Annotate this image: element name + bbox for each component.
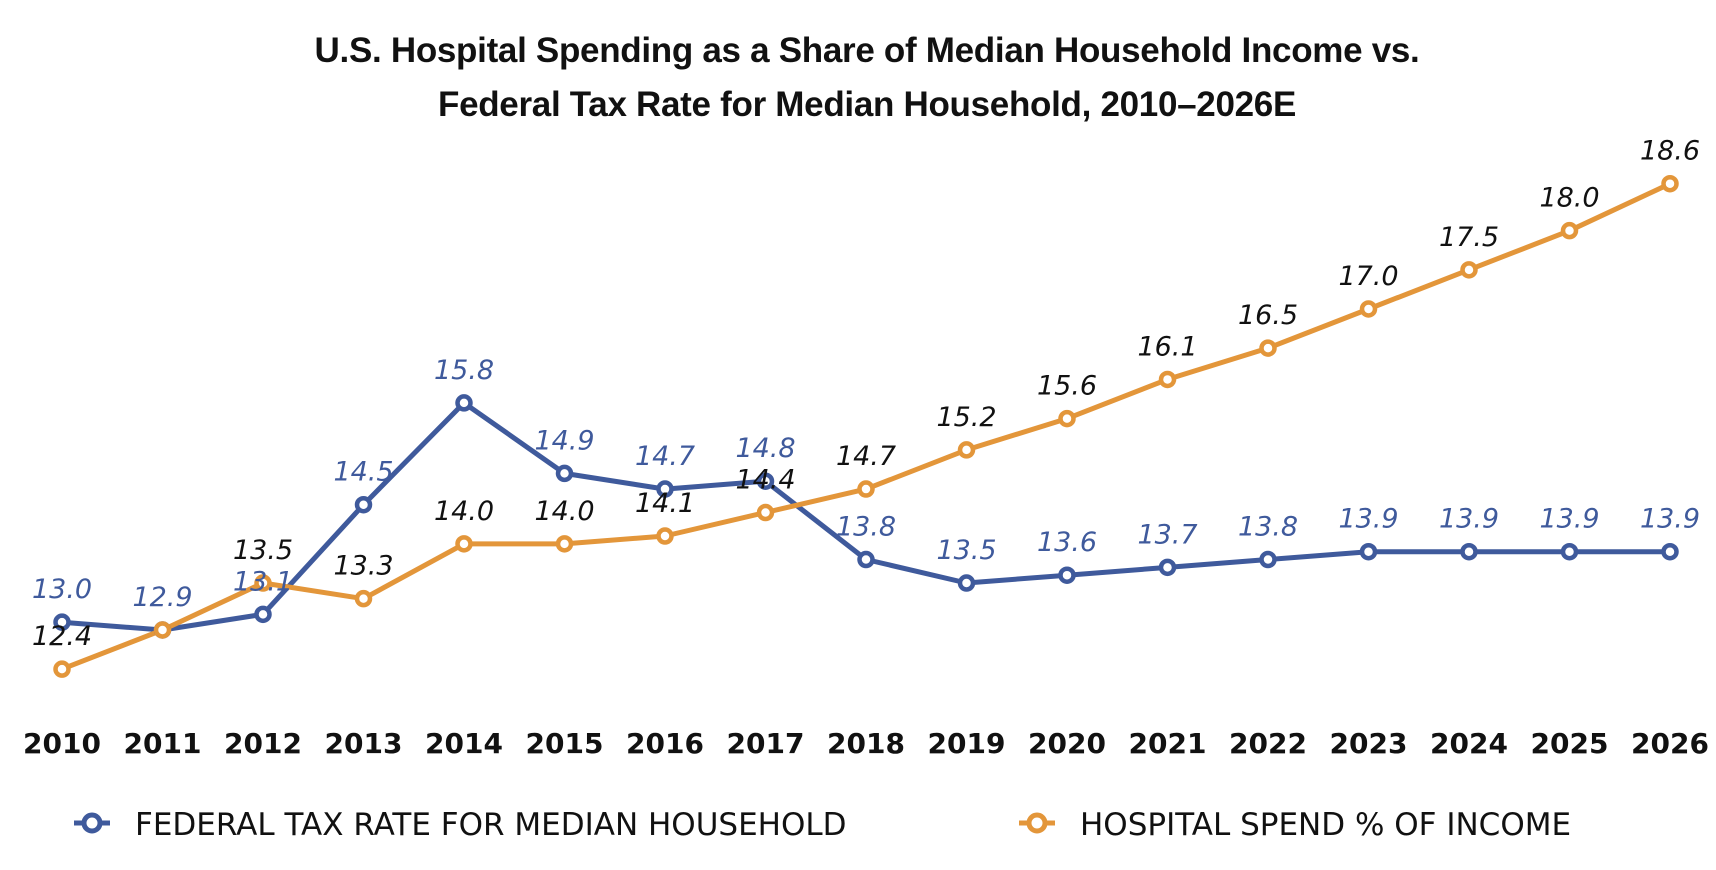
data-label-federal-tax-rate-for-median-household-2013: 14.5 bbox=[333, 457, 393, 488]
data-label-hospital-spend-of-income-2015: 14.0 bbox=[534, 496, 594, 527]
data-point-hospital-spend-of-income-2021[interactable] bbox=[1158, 370, 1177, 389]
legend[interactable]: FEDERAL TAX RATE FOR MEDIAN HOUSEHOLD HOS… bbox=[74, 807, 1571, 843]
data-point-hospital-spend-of-income-2026[interactable] bbox=[1661, 174, 1679, 193]
data-label-federal-tax-rate-for-median-household-2012: 13.1 bbox=[233, 566, 293, 597]
legend-label: HOSPITAL SPEND % OF INCOME bbox=[1080, 807, 1571, 843]
series-line-hospital-spend-of-income bbox=[59, 181, 1673, 672]
data-label-federal-tax-rate-for-median-household-2023: 13.9 bbox=[1338, 504, 1398, 535]
data-label-hospital-spend-of-income-2017: 14.4 bbox=[735, 465, 795, 496]
data-labels: 13.0 12.9 13.1 14.5 15.8 14.9 14.7 14.8 13.8 13.5… bbox=[32, 136, 1700, 652]
data-label-federal-tax-rate-for-median-household-2026: 13.9 bbox=[1640, 504, 1700, 535]
data-point-federal-tax-rate-for-median-household-2013[interactable] bbox=[354, 495, 373, 514]
data-label-federal-tax-rate-for-median-household-2025: 13.9 bbox=[1539, 504, 1599, 535]
data-label-hospital-spend-of-income-2016: 14.1 bbox=[635, 488, 695, 519]
data-label-federal-tax-rate-for-median-household-2021: 13.7 bbox=[1137, 519, 1197, 550]
x-tick-label-2023: 2023 bbox=[1330, 727, 1408, 760]
data-point-federal-tax-rate-for-median-household-2010[interactable] bbox=[53, 613, 71, 631]
data-label-hospital-spend-of-income-2014: 14.0 bbox=[434, 496, 494, 527]
data-label-hospital-spend-of-income-2021: 16.1 bbox=[1137, 331, 1197, 362]
data-point-federal-tax-rate-for-median-household-2016[interactable] bbox=[656, 480, 674, 498]
x-tick-label-2026: 2026 bbox=[1631, 727, 1709, 760]
data-label-federal-tax-rate-for-median-household-2014: 15.8 bbox=[434, 355, 494, 386]
data-label-federal-tax-rate-for-median-household-2018: 13.8 bbox=[836, 512, 896, 543]
data-label-hospital-spend-of-income-2013: 13.3 bbox=[333, 551, 393, 582]
data-point-federal-tax-rate-for-median-household-2018[interactable] bbox=[857, 550, 875, 569]
data-point-hospital-spend-of-income-2011[interactable] bbox=[153, 621, 172, 639]
data-point-federal-tax-rate-for-median-household-2025[interactable] bbox=[1560, 542, 1579, 561]
data-label-hospital-spend-of-income-2023: 17.0 bbox=[1338, 261, 1398, 292]
data-point-hospital-spend-of-income-2024[interactable] bbox=[1460, 261, 1478, 279]
data-point-hospital-spend-of-income-2010[interactable] bbox=[53, 660, 71, 678]
data-label-federal-tax-rate-for-median-household-2019: 13.5 bbox=[936, 535, 996, 566]
data-point-hospital-spend-of-income-2023[interactable] bbox=[1359, 300, 1378, 318]
series-markers bbox=[53, 174, 1679, 678]
x-tick-label-2025: 2025 bbox=[1531, 727, 1609, 760]
x-tick-label-2021: 2021 bbox=[1129, 727, 1207, 760]
data-label-hospital-spend-of-income-2024: 17.5 bbox=[1439, 222, 1499, 253]
data-label-hospital-spend-of-income-2012: 13.5 bbox=[233, 535, 293, 566]
data-point-hospital-spend-of-income-2013[interactable] bbox=[354, 589, 373, 608]
data-point-hospital-spend-of-income-2016[interactable] bbox=[656, 527, 674, 545]
data-label-hospital-spend-of-income-2010: 12.4 bbox=[32, 621, 92, 652]
x-tick-label-2014: 2014 bbox=[425, 727, 503, 760]
data-point-hospital-spend-of-income-2015[interactable] bbox=[555, 535, 574, 553]
x-tick-label-2016: 2016 bbox=[626, 727, 704, 760]
data-point-hospital-spend-of-income-2012[interactable] bbox=[254, 574, 272, 592]
x-axis: 2010 2011 2012 2013 2014 2015 2016 2017 2018 2019… bbox=[23, 727, 1709, 760]
data-point-federal-tax-rate-for-median-household-2015[interactable] bbox=[555, 464, 574, 483]
x-tick-label-2010: 2010 bbox=[23, 727, 101, 760]
chart-title-line-2: Federal Tax Rate for Median Household, 2… bbox=[437, 85, 1297, 124]
data-label-hospital-spend-of-income-2026: 18.6 bbox=[1640, 136, 1700, 167]
data-label-federal-tax-rate-for-median-household-2015: 14.9 bbox=[534, 425, 594, 456]
data-point-federal-tax-rate-for-median-household-2023[interactable] bbox=[1359, 542, 1378, 561]
data-point-hospital-spend-of-income-2020[interactable] bbox=[1058, 409, 1076, 428]
data-label-hospital-spend-of-income-2022: 16.5 bbox=[1238, 300, 1298, 331]
data-point-hospital-spend-of-income-2025[interactable] bbox=[1560, 221, 1579, 240]
data-label-hospital-spend-of-income-2018: 14.7 bbox=[836, 441, 896, 472]
data-label-hospital-spend-of-income-2019: 15.2 bbox=[936, 402, 996, 433]
data-label-federal-tax-rate-for-median-household-2024: 13.9 bbox=[1439, 504, 1499, 535]
data-label-federal-tax-rate-for-median-household-2016: 14.7 bbox=[635, 441, 695, 472]
data-label-federal-tax-rate-for-median-household-2020: 13.6 bbox=[1037, 527, 1097, 558]
data-point-federal-tax-rate-for-median-household-2026[interactable] bbox=[1661, 542, 1679, 561]
data-point-hospital-spend-of-income-2017[interactable] bbox=[756, 503, 775, 522]
data-point-federal-tax-rate-for-median-household-2012[interactable] bbox=[254, 605, 272, 624]
x-tick-label-2018: 2018 bbox=[827, 727, 905, 760]
data-point-hospital-spend-of-income-2014[interactable] bbox=[455, 535, 473, 553]
x-tick-label-2022: 2022 bbox=[1229, 727, 1307, 760]
chart-title-line-1: U.S. Hospital Spending as a Share of Med… bbox=[314, 31, 1420, 70]
data-point-hospital-spend-of-income-2019[interactable] bbox=[957, 441, 976, 459]
x-tick-label-2019: 2019 bbox=[928, 727, 1006, 760]
x-tick-label-2020: 2020 bbox=[1028, 727, 1106, 760]
data-label-federal-tax-rate-for-median-household-2022: 13.8 bbox=[1238, 512, 1298, 543]
x-tick-label-2015: 2015 bbox=[526, 727, 604, 760]
data-label-federal-tax-rate-for-median-household-2010: 13.0 bbox=[32, 574, 92, 605]
data-label-hospital-spend-of-income-2025: 18.0 bbox=[1539, 183, 1599, 214]
data-point-federal-tax-rate-for-median-household-2022[interactable] bbox=[1259, 550, 1277, 569]
data-point-federal-tax-rate-for-median-household-2017[interactable] bbox=[756, 472, 775, 490]
data-point-federal-tax-rate-for-median-household-2019[interactable] bbox=[957, 574, 976, 592]
data-label-hospital-spend-of-income-2020: 15.6 bbox=[1037, 371, 1097, 402]
legend-marker-icon bbox=[81, 812, 103, 834]
data-point-federal-tax-rate-for-median-household-2020[interactable] bbox=[1058, 566, 1076, 584]
legend-marker-icon bbox=[1026, 812, 1048, 834]
chart-title: U.S. Hospital Spending as a Share of Med… bbox=[0, 24, 1716, 132]
data-label-federal-tax-rate-for-median-household-2011: 12.9 bbox=[132, 582, 192, 613]
x-tick-label-2017: 2017 bbox=[727, 727, 805, 760]
data-point-federal-tax-rate-for-median-household-2014[interactable] bbox=[455, 394, 473, 412]
x-tick-label-2011: 2011 bbox=[124, 727, 202, 760]
data-point-federal-tax-rate-for-median-household-2024[interactable] bbox=[1460, 542, 1478, 561]
data-point-hospital-spend-of-income-2022[interactable] bbox=[1259, 339, 1277, 357]
legend-label: FEDERAL TAX RATE FOR MEDIAN HOUSEHOLD bbox=[135, 807, 847, 843]
data-point-federal-tax-rate-for-median-household-2021[interactable] bbox=[1158, 558, 1177, 577]
series-lines bbox=[59, 181, 1673, 672]
data-label-federal-tax-rate-for-median-household-2017: 14.8 bbox=[735, 433, 795, 464]
legend-item-hospital-spend-of-income[interactable]: HOSPITAL SPEND % OF INCOME bbox=[1019, 807, 1571, 843]
x-tick-label-2012: 2012 bbox=[224, 727, 302, 760]
legend-item-federal-tax-rate-for-median-household[interactable]: FEDERAL TAX RATE FOR MEDIAN HOUSEHOLD bbox=[74, 807, 847, 843]
x-tick-label-2024: 2024 bbox=[1430, 727, 1508, 760]
data-point-hospital-spend-of-income-2018[interactable] bbox=[857, 480, 875, 498]
x-tick-label-2013: 2013 bbox=[325, 727, 403, 760]
